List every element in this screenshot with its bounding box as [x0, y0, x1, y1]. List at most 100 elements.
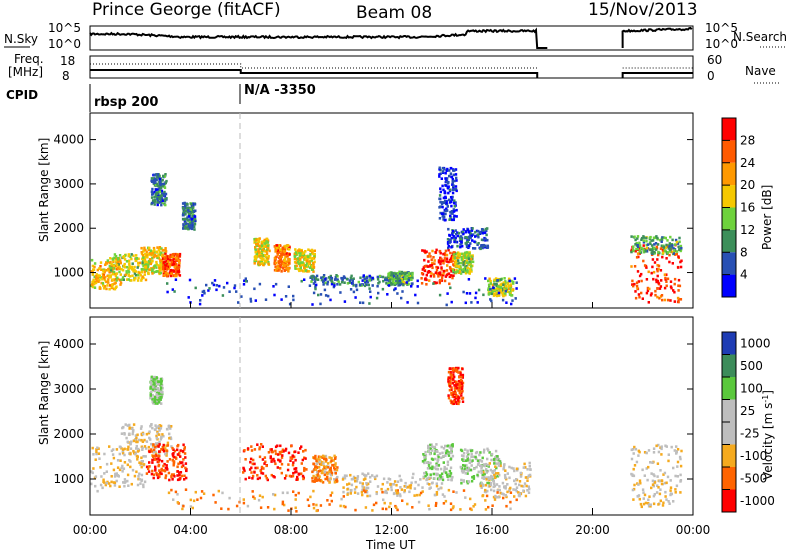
data-cell [290, 475, 293, 478]
data-cell [450, 175, 454, 179]
data-cell [439, 172, 442, 175]
data-cell [437, 275, 440, 278]
data-cell [109, 257, 112, 260]
data-cell [449, 167, 453, 170]
data-cell [450, 448, 453, 451]
data-cell [113, 287, 117, 291]
data-cell [479, 247, 482, 251]
data-cell [668, 250, 672, 253]
data-cell [451, 259, 454, 263]
data-cell [165, 449, 169, 453]
data-cell [294, 450, 297, 453]
data-cell [277, 458, 280, 462]
data-cell [467, 278, 471, 281]
colorbar-tick-label: 28 [740, 133, 755, 147]
data-cell [407, 276, 411, 280]
data-cell [488, 291, 491, 295]
data-cell [647, 449, 651, 452]
data-cell [242, 498, 245, 501]
data-cell [322, 462, 325, 465]
data-cell [308, 260, 311, 264]
data-cell [112, 270, 116, 274]
data-cell [153, 203, 156, 206]
data-cell [485, 476, 488, 479]
data-cell [278, 450, 282, 454]
data-cell [419, 491, 423, 495]
data-cell [374, 477, 377, 481]
data-cell [447, 473, 451, 476]
data-cell [460, 469, 464, 473]
data-cell [656, 243, 660, 246]
data-cell [647, 504, 651, 508]
colorbar-swatch [722, 422, 736, 445]
data-cell [469, 232, 472, 235]
data-cell [283, 264, 286, 267]
data-cell [387, 273, 391, 276]
data-cell [425, 250, 428, 253]
data-cell [109, 284, 112, 287]
colorbar-swatch [722, 207, 736, 230]
data-cell [185, 206, 189, 210]
data-cell [102, 273, 106, 277]
data-cell [413, 487, 417, 490]
data-cell [327, 276, 331, 279]
data-cell [106, 259, 109, 262]
data-cell [333, 278, 337, 281]
data-cell [457, 231, 461, 235]
colorbar-tick-label: -1000 [740, 494, 775, 508]
data-cell [492, 294, 496, 297]
data-cell [318, 475, 321, 478]
data-cell [511, 299, 514, 302]
data-cell [367, 472, 370, 475]
data-cell [111, 258, 114, 261]
data-cell [510, 466, 513, 470]
data-cell [438, 478, 441, 481]
data-cell [462, 458, 465, 461]
data-cell [486, 481, 489, 485]
data-cell [143, 445, 147, 448]
data-cell [450, 392, 453, 395]
data-cell [160, 394, 164, 397]
data-cell [491, 284, 495, 287]
data-cell [108, 287, 111, 291]
data-cell [155, 178, 158, 182]
data-cell [490, 458, 493, 462]
data-cell [307, 270, 311, 273]
data-cell [634, 249, 637, 253]
data-cell [465, 261, 468, 264]
data-cell [335, 477, 338, 480]
data-cell [668, 260, 671, 264]
data-cell [156, 176, 159, 179]
data-cell [456, 270, 459, 273]
data-cell [431, 465, 434, 469]
data-cell [282, 250, 285, 253]
data-cell [472, 477, 476, 480]
data-cell [115, 272, 119, 275]
data-cell [152, 271, 156, 274]
data-cell [176, 478, 180, 482]
data-cell [655, 280, 658, 284]
data-cell [661, 298, 664, 302]
data-cell [161, 390, 164, 394]
data-cell [431, 467, 434, 471]
data-cell [140, 251, 143, 254]
data-cell [279, 452, 282, 456]
data-cell [643, 493, 647, 497]
data-cell [127, 278, 130, 281]
data-cell [151, 385, 154, 389]
data-cell [332, 463, 335, 467]
data-cell [164, 252, 167, 256]
data-cell [425, 461, 429, 464]
data-cell [154, 424, 157, 427]
data-cell [184, 204, 187, 207]
data-cell [644, 250, 647, 253]
data-cell [315, 462, 318, 465]
data-cell [287, 509, 290, 512]
data-cell [449, 379, 452, 383]
data-cell [160, 263, 163, 266]
data-cell [477, 242, 480, 245]
data-cell [470, 234, 473, 238]
data-cell [663, 249, 667, 253]
data-cell [462, 489, 466, 492]
